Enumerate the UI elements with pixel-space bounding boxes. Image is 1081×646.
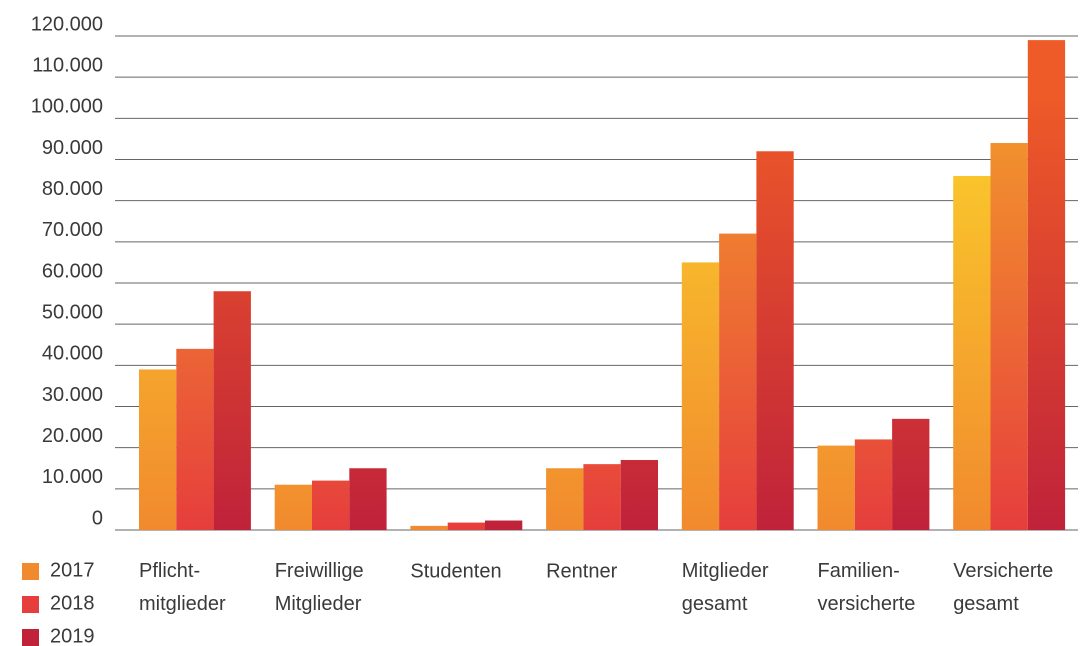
legend-label: 2019 — [50, 625, 95, 646]
bar — [892, 418, 930, 530]
y-tick-label: 80.000 — [42, 178, 103, 200]
legend-swatch — [22, 596, 39, 613]
bar — [213, 291, 251, 530]
bar — [312, 480, 350, 530]
bar — [620, 460, 658, 530]
bar — [546, 468, 584, 530]
bar — [139, 369, 177, 530]
bar — [583, 464, 621, 530]
bar — [953, 175, 991, 530]
legend-label: 2017 — [50, 559, 95, 581]
x-tick-label: Freiwillige Mitglieder — [275, 560, 364, 615]
legend-label: 2018 — [50, 592, 95, 614]
x-tick-label: Familien-versicherte — [818, 560, 916, 615]
y-tick-label: 110.000 — [32, 54, 103, 76]
y-tick-label: 0 — [92, 507, 103, 529]
bar — [274, 484, 312, 530]
bar — [719, 233, 757, 530]
y-tick-label: 20.000 — [42, 425, 103, 447]
y-tick-label: 50.000 — [42, 301, 103, 323]
x-tick-label: Studenten — [410, 560, 501, 582]
bar — [854, 439, 893, 530]
bar — [990, 143, 1028, 531]
bar — [817, 445, 855, 530]
bar — [176, 348, 214, 530]
y-tick-label: 40.000 — [42, 343, 103, 365]
bar — [410, 525, 448, 530]
x-tick-label: Mitglieder gesamt — [682, 560, 769, 615]
y-tick-label: 30.000 — [42, 384, 103, 406]
y-tick-label: 70.000 — [42, 219, 103, 241]
bar — [756, 151, 794, 530]
y-tick-label: 120.000 — [31, 13, 103, 35]
y-tick-label: 10.000 — [42, 466, 103, 488]
y-tick-label: 100.000 — [31, 96, 103, 118]
legend-swatch — [22, 563, 39, 580]
bar — [681, 262, 720, 530]
bar — [1027, 40, 1066, 530]
bar — [485, 520, 523, 530]
x-tick-label: Rentner — [546, 560, 617, 582]
x-tick-label: Pflicht-mitglieder — [139, 560, 226, 615]
y-tick-label: 60.000 — [42, 260, 103, 282]
y-tick-label: 90.000 — [42, 137, 103, 159]
bar — [349, 468, 387, 530]
bar — [447, 522, 485, 530]
x-tick-label: Versicherte gesamt — [953, 560, 1053, 615]
legend-swatch — [22, 629, 39, 646]
